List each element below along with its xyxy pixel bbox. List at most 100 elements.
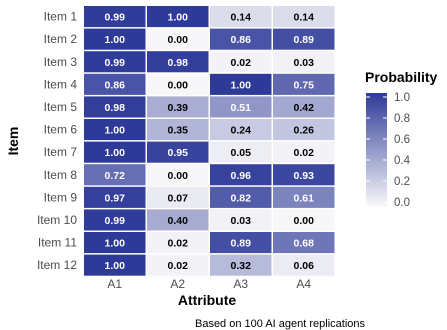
heatmap-cell-r2-c3 — [210, 28, 272, 50]
heatmap-cell-r9-c3 — [210, 186, 272, 208]
cell-value-label: 0.00 — [294, 215, 315, 227]
heatmap-cell-r6-c1 — [84, 119, 146, 141]
row-label: Item 3 — [44, 55, 78, 69]
cell-value-label: 1.00 — [105, 147, 126, 159]
heatmap-cell-r2-c4 — [273, 28, 335, 50]
heatmap-cell-r5-c2 — [147, 96, 209, 118]
cell-value-label: 1.00 — [105, 238, 126, 250]
row-label: Item 12 — [37, 258, 77, 272]
row-label: Item 5 — [44, 100, 78, 114]
cell-value-label: 0.02 — [231, 57, 252, 69]
heatmap-cell-r1-c1 — [84, 6, 146, 28]
row-label: Item 7 — [44, 145, 78, 159]
cell-value-label: 0.02 — [168, 260, 189, 272]
heatmap-cell-r10-c1 — [84, 209, 146, 231]
cell-value-label: 0.14 — [231, 12, 252, 24]
heatmap-cell-r8-c1 — [84, 164, 146, 186]
cell-value-label: 0.51 — [231, 102, 252, 114]
row-label: Item 11 — [38, 236, 77, 250]
cell-value-label: 0.07 — [168, 192, 189, 204]
legend: Probability 1.0 0.8 0.6 0.4 0.2 0.0 — [365, 69, 438, 209]
cell-value-label: 0.68 — [294, 238, 315, 250]
legend-ticks: 1.0 0.8 0.6 0.4 0.2 0.0 — [366, 92, 411, 209]
heatmap-cell-r12-c3 — [210, 254, 272, 276]
cell-value-label: 0.03 — [231, 215, 252, 227]
cell-value-label: 1.00 — [105, 125, 126, 137]
cell-value-label: 1.00 — [105, 260, 126, 272]
heatmap-cell-r2-c2 — [147, 28, 209, 50]
heatmap-cell-r6-c4 — [273, 119, 335, 141]
row-labels: Item 1 Item 2 Item 3 Item 4 Item 5 Item 6 Item… — [37, 10, 77, 273]
heatmap-cell-r1-c2 — [147, 6, 209, 28]
heatmap-cell-r4-c2 — [147, 73, 209, 95]
heatmap-cell-r3-c1 — [84, 51, 146, 73]
heatmap-cell-r9-c4 — [273, 186, 335, 208]
heatmap-cell-r10-c2 — [147, 209, 209, 231]
heatmap-cell-r11-c4 — [273, 232, 335, 254]
cell-value-label: 0.32 — [231, 260, 252, 272]
cell-value-label: 0.02 — [168, 238, 189, 250]
column-labels: A1 A2 A3 A4 — [107, 277, 311, 291]
heatmap-cell-r7-c2 — [147, 141, 209, 163]
heatmap-cell-r7-c3 — [210, 141, 272, 163]
cell-value-label: 0.99 — [105, 57, 126, 69]
cell-value-label: 0.98 — [105, 102, 126, 114]
row-label: Item 6 — [44, 123, 78, 137]
cell-value-label: 0.00 — [168, 170, 189, 182]
heatmap-cell-r6-c2 — [147, 119, 209, 141]
heatmap-cell-r12-c2 — [147, 254, 209, 276]
cell-value-label: 0.39 — [168, 102, 189, 114]
heatmap-cell-r11-c2 — [147, 232, 209, 254]
cell-value-label: 0.02 — [294, 147, 315, 159]
cell-value-label: 0.75 — [294, 79, 315, 91]
cell-value-label: 1.00 — [231, 79, 252, 91]
cell-value-label: 0.00 — [168, 79, 189, 91]
heatmap-cell-r6-c3 — [210, 119, 272, 141]
row-label: Item 9 — [44, 190, 78, 204]
heatmap-cell-r8-c4 — [273, 164, 335, 186]
cell-value-label: 0.86 — [231, 34, 252, 46]
heatmap-cell-r4-c3 — [210, 73, 272, 95]
column-label: A3 — [233, 277, 248, 291]
heatmap-cell-r8-c2 — [147, 164, 209, 186]
cell-value-label: 0.03 — [294, 57, 315, 69]
cell-value-label: 0.72 — [105, 170, 126, 182]
row-label: Item 1 — [44, 10, 78, 24]
legend-tick-label: 0.2 — [394, 176, 410, 188]
cell-value-label: 0.14 — [294, 12, 315, 24]
cell-value-label: 0.97 — [105, 192, 126, 204]
cell-value-label: 0.95 — [168, 147, 189, 159]
heatmap-cell-r2-c1 — [84, 28, 146, 50]
cell-value-label: 0.00 — [168, 34, 189, 46]
heatmap-cell-r9-c1 — [84, 186, 146, 208]
heatmap-cell-r5-c4 — [273, 96, 335, 118]
heatmap-cell-r12-c4 — [273, 254, 335, 276]
row-label: Item 10 — [37, 213, 77, 227]
cell-value-label: 0.89 — [231, 238, 252, 250]
legend-tick-label: 0.0 — [394, 197, 410, 209]
legend-tick-label: 1.0 — [394, 92, 410, 104]
heatmap-cell-r12-c1 — [84, 254, 146, 276]
cell-value-label: 0.42 — [294, 102, 315, 114]
heatmap-cell-r9-c2 — [147, 186, 209, 208]
heatmap-cell-r1-c4 — [273, 6, 335, 28]
legend-tick-label: 0.4 — [394, 155, 411, 167]
legend-colorbar — [366, 93, 387, 206]
legend-title: Probability — [365, 69, 438, 85]
cell-value-label: 0.89 — [294, 34, 315, 46]
column-label: A2 — [170, 277, 185, 291]
row-label: Item 4 — [44, 77, 78, 91]
column-label: A1 — [107, 277, 122, 291]
cell-value-label: 0.40 — [168, 215, 189, 227]
cell-value-label: 0.35 — [168, 125, 189, 137]
heatmap-cell-r5-c3 — [210, 96, 272, 118]
row-label: Item 2 — [44, 32, 78, 46]
heatmap-cell-r3-c3 — [210, 51, 272, 73]
heatmap-cell-r7-c1 — [84, 141, 146, 163]
cell-value-label: 0.61 — [294, 192, 315, 204]
cell-value-label: 0.93 — [294, 170, 315, 182]
cell-value-label: 0.82 — [231, 192, 252, 204]
x-axis-title: Attribute — [178, 292, 237, 308]
